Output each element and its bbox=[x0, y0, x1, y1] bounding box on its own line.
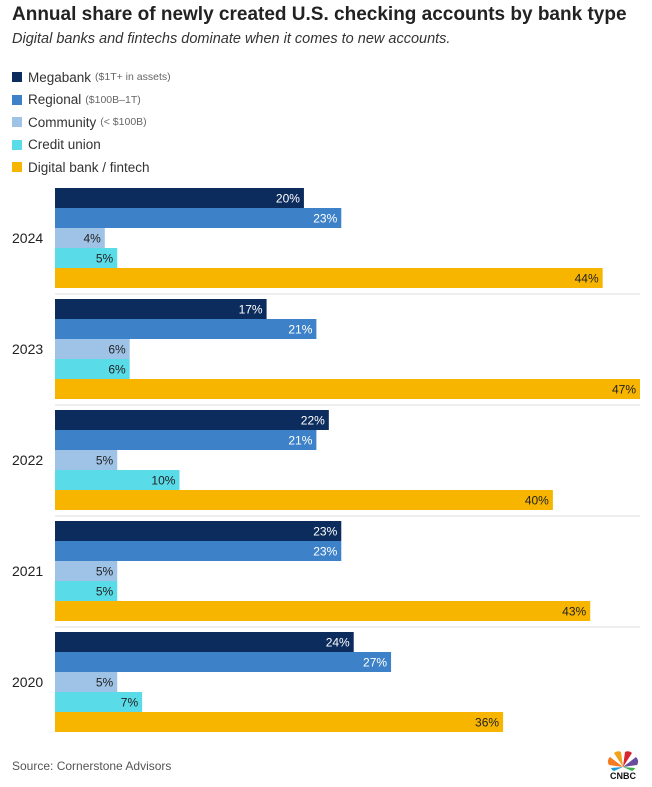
data-label: 36% bbox=[475, 716, 499, 730]
bar-regional-2023 bbox=[55, 319, 317, 339]
source-note: Source: Cornerstone Advisors bbox=[12, 759, 172, 773]
legend-note-regional: ($100B–1T) bbox=[85, 93, 141, 106]
data-label: 21% bbox=[288, 434, 312, 448]
data-label: 27% bbox=[363, 656, 387, 670]
legend-swatch-community bbox=[12, 117, 22, 128]
legend-note-megabank: ($1T+ in assets) bbox=[95, 71, 171, 84]
data-label: 22% bbox=[301, 414, 325, 428]
data-label: 24% bbox=[326, 636, 350, 650]
bar-credit-union-2021 bbox=[55, 581, 118, 601]
data-label: 17% bbox=[239, 303, 263, 317]
bar-community-2024 bbox=[55, 228, 105, 248]
legend-note-community: (< $100B) bbox=[100, 116, 147, 129]
data-label: 21% bbox=[288, 323, 312, 337]
data-label: 43% bbox=[562, 605, 586, 619]
legend-item-megabank: Megabank ($1T+ in assets) bbox=[12, 66, 171, 89]
chart-subtitle: Digital banks and fintechs dominate when… bbox=[12, 31, 451, 47]
legend-label-digital-bank: Digital bank / fintech bbox=[28, 159, 150, 175]
legend-label-megabank: Megabank bbox=[28, 69, 92, 85]
data-label: 5% bbox=[96, 454, 114, 468]
legend-label-community: Community bbox=[28, 114, 97, 130]
bar-megabank-2020 bbox=[55, 632, 354, 652]
bar-megabank-2022 bbox=[55, 410, 329, 430]
bar-megabank-2021 bbox=[55, 521, 342, 541]
bar-digital-bank-fintech-2022 bbox=[55, 490, 553, 510]
bar-community-2020 bbox=[55, 672, 118, 692]
legend-swatch-megabank bbox=[12, 72, 22, 83]
bar-digital-bank-fintech-2020 bbox=[55, 712, 504, 732]
bar-community-2023 bbox=[55, 339, 130, 359]
legend-item-credit-union: Credit union bbox=[12, 134, 171, 157]
data-label: 5% bbox=[96, 565, 114, 579]
data-label: 5% bbox=[96, 252, 114, 266]
legend-swatch-regional bbox=[12, 94, 22, 105]
legend-swatch-digital-bank bbox=[12, 162, 22, 173]
data-label: 7% bbox=[121, 696, 139, 710]
data-label: 23% bbox=[313, 525, 337, 539]
bar-digital-bank-fintech-2021 bbox=[55, 601, 591, 621]
bar-digital-bank-fintech-2024 bbox=[55, 268, 603, 288]
data-label: 10% bbox=[151, 474, 175, 488]
legend-item-community: Community (< $100B) bbox=[12, 111, 171, 134]
bar-regional-2020 bbox=[55, 652, 392, 672]
data-label: 47% bbox=[612, 383, 636, 397]
legend: Megabank ($1T+ in assets) Regional ($100… bbox=[12, 66, 171, 179]
bar-digital-bank-fintech-2023 bbox=[55, 379, 640, 399]
category-label: 2023 bbox=[12, 341, 43, 357]
bar-credit-union-2022 bbox=[55, 470, 180, 490]
data-label: 5% bbox=[96, 585, 114, 599]
data-label: 6% bbox=[108, 363, 126, 377]
bar-regional-2022 bbox=[55, 430, 317, 450]
bar-credit-union-2024 bbox=[55, 248, 118, 268]
bar-megabank-2023 bbox=[55, 299, 267, 319]
data-label: 23% bbox=[313, 212, 337, 226]
bar-regional-2021 bbox=[55, 541, 342, 561]
legend-label-credit-union: Credit union bbox=[28, 137, 101, 153]
legend-swatch-credit-union bbox=[12, 139, 22, 150]
bar-credit-union-2020 bbox=[55, 692, 143, 712]
logo-text: CNBC bbox=[610, 771, 636, 781]
category-label: 2024 bbox=[12, 230, 43, 246]
bar-community-2022 bbox=[55, 450, 118, 470]
chart-title: Annual share of newly created U.S. check… bbox=[12, 4, 627, 25]
legend-item-digital-bank: Digital bank / fintech bbox=[12, 156, 171, 179]
data-label: 6% bbox=[108, 343, 126, 357]
category-label: 2021 bbox=[12, 563, 43, 579]
data-label: 44% bbox=[575, 272, 599, 286]
cnbc-peacock-logo: CNBC bbox=[607, 751, 639, 781]
data-label: 5% bbox=[96, 676, 114, 690]
bar-credit-union-2023 bbox=[55, 359, 130, 379]
legend-label-regional: Regional bbox=[28, 92, 82, 108]
data-label: 23% bbox=[313, 545, 337, 559]
bar-megabank-2024 bbox=[55, 188, 304, 208]
bar-community-2021 bbox=[55, 561, 118, 581]
data-label: 40% bbox=[525, 494, 549, 508]
category-label: 2020 bbox=[12, 674, 43, 690]
data-label: 20% bbox=[276, 192, 300, 206]
data-label: 4% bbox=[83, 232, 101, 246]
legend-item-regional: Regional ($100B–1T) bbox=[12, 89, 171, 112]
category-label: 2022 bbox=[12, 452, 43, 468]
bar-regional-2024 bbox=[55, 208, 342, 228]
